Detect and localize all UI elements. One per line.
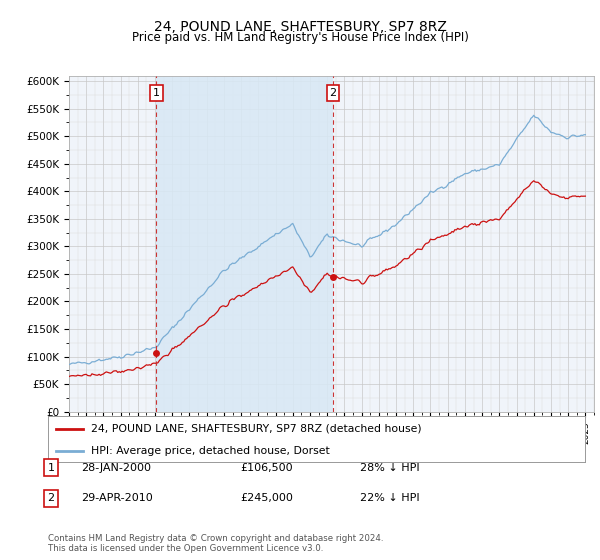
Text: Price paid vs. HM Land Registry's House Price Index (HPI): Price paid vs. HM Land Registry's House …	[131, 31, 469, 44]
Text: £245,000: £245,000	[240, 493, 293, 503]
Text: 28-JAN-2000: 28-JAN-2000	[81, 463, 151, 473]
Text: 29-APR-2010: 29-APR-2010	[81, 493, 153, 503]
Text: HPI: Average price, detached house, Dorset: HPI: Average price, detached house, Dors…	[91, 446, 330, 455]
Text: £106,500: £106,500	[240, 463, 293, 473]
Text: 1: 1	[47, 463, 55, 473]
Bar	[157, 76, 333, 412]
Text: 24, POUND LANE, SHAFTESBURY, SP7 8RZ (detached house): 24, POUND LANE, SHAFTESBURY, SP7 8RZ (de…	[91, 424, 422, 434]
Text: Contains HM Land Registry data © Crown copyright and database right 2024.
This d: Contains HM Land Registry data © Crown c…	[48, 534, 383, 553]
Text: 22% ↓ HPI: 22% ↓ HPI	[360, 493, 419, 503]
Text: 1: 1	[153, 88, 160, 98]
Text: 2: 2	[329, 88, 337, 98]
Text: 28% ↓ HPI: 28% ↓ HPI	[360, 463, 419, 473]
Text: 24, POUND LANE, SHAFTESBURY, SP7 8RZ: 24, POUND LANE, SHAFTESBURY, SP7 8RZ	[154, 20, 446, 34]
Text: 2: 2	[47, 493, 55, 503]
